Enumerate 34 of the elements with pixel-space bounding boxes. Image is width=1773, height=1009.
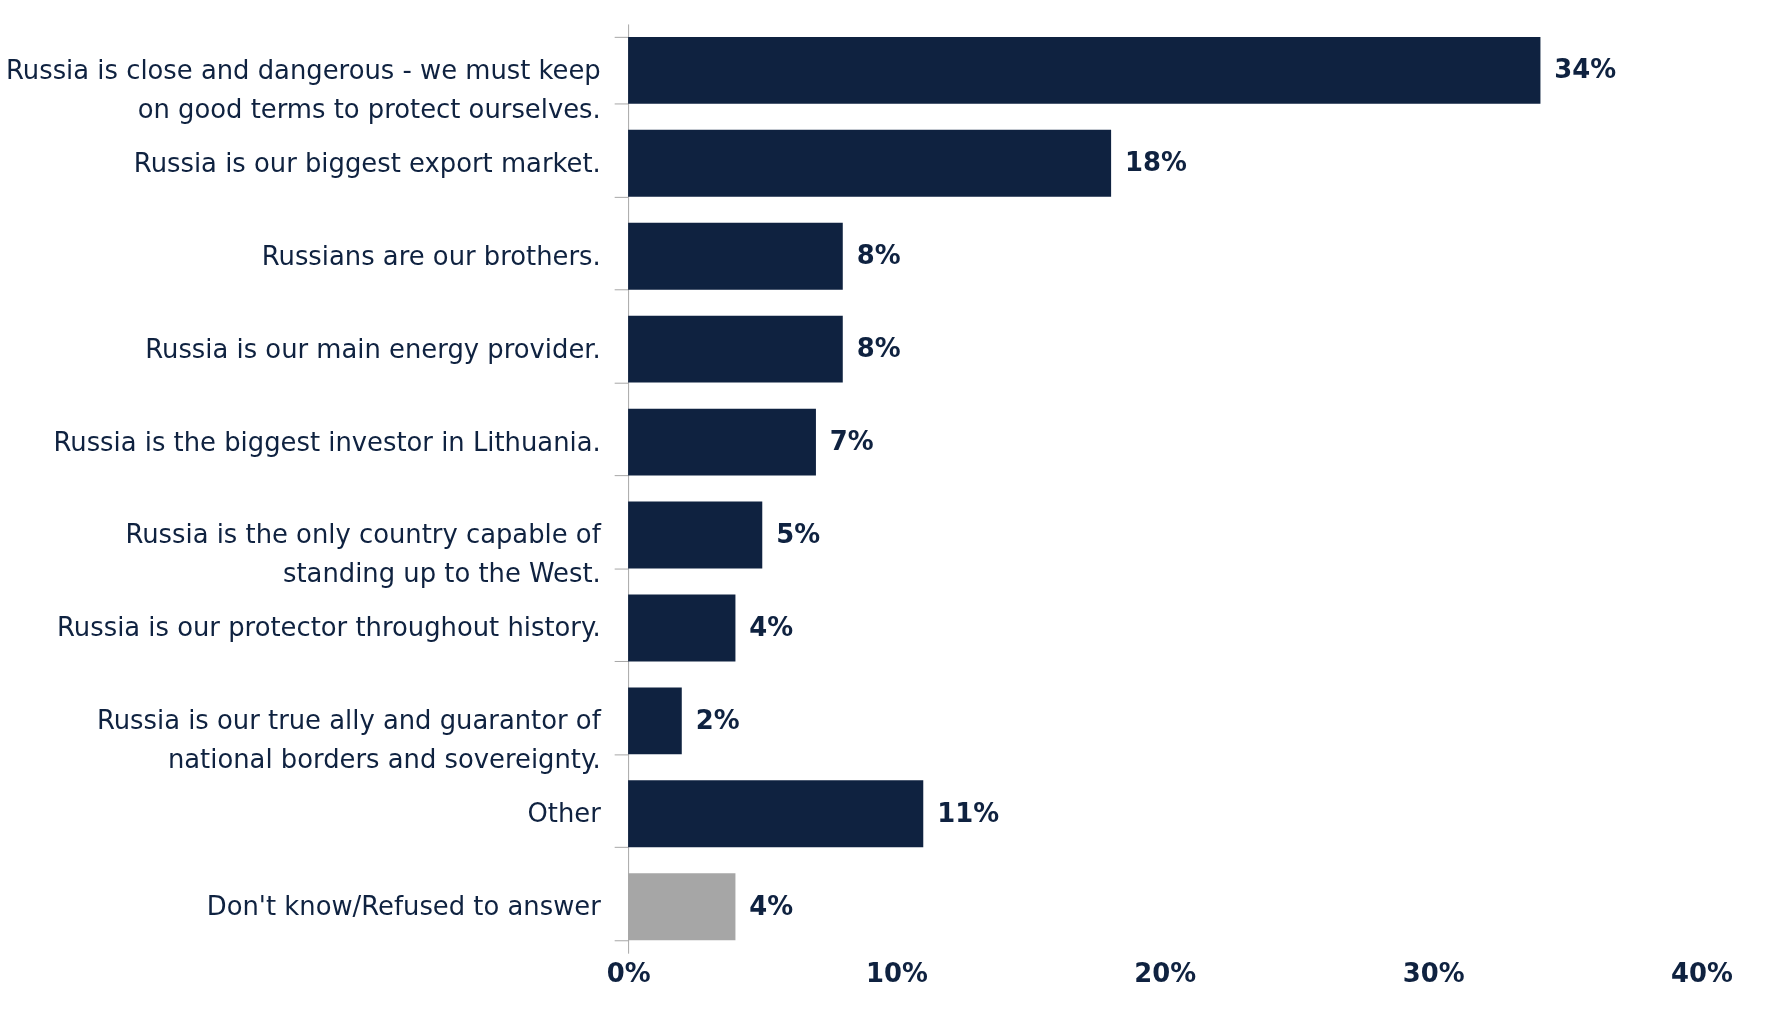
- y-tick-label: Russia is close and dangerous - we must keep on good terms to protect ourselves.: [6, 54, 601, 124]
- data-label: 11%: [937, 797, 1000, 828]
- bar: [628, 129, 1112, 197]
- x-tick-label: 40%: [1671, 958, 1733, 989]
- bar: [628, 687, 682, 755]
- y-tick-label: Russia is the biggest investor in Lithuania.: [53, 426, 601, 457]
- bar: [628, 222, 843, 290]
- y-tick-label: Russia is the only country capable of standing up to the West.: [125, 519, 602, 589]
- y-tick-label: Russia is our main energy provider.: [145, 333, 601, 364]
- bar: [628, 408, 816, 476]
- bar: [628, 780, 924, 848]
- data-label: 7%: [829, 426, 874, 457]
- y-tick-label: Russia is our true ally and guarantor of national borders and sovereignty.: [96, 705, 602, 775]
- bar: [628, 501, 763, 569]
- data-label: 34%: [1554, 54, 1617, 85]
- data-label: 4%: [749, 890, 794, 921]
- data-label: 8%: [856, 333, 901, 364]
- data-label: 2%: [695, 704, 740, 735]
- bar: [628, 315, 843, 383]
- x-tick-label: 20%: [1134, 958, 1197, 989]
- y-tick-label: Russia is our biggest export market.: [133, 147, 601, 178]
- data-label: 5%: [776, 518, 821, 549]
- y-tick-label: Other: [527, 798, 602, 829]
- x-tick-label: 10%: [866, 958, 928, 989]
- data-label: 18%: [1125, 147, 1187, 178]
- x-tick-label: 0%: [606, 958, 651, 989]
- data-label: 4%: [749, 611, 794, 642]
- x-tick-label: 30%: [1402, 958, 1465, 989]
- y-tick-label: Don't know/Refused to answer: [206, 891, 602, 922]
- data-label: 8%: [856, 240, 901, 271]
- bar: [628, 594, 736, 662]
- y-tick-label: Russians are our brothers.: [261, 240, 601, 271]
- bar: [628, 36, 1541, 104]
- y-tick-label: Russia is our protector throughout history.: [57, 612, 601, 643]
